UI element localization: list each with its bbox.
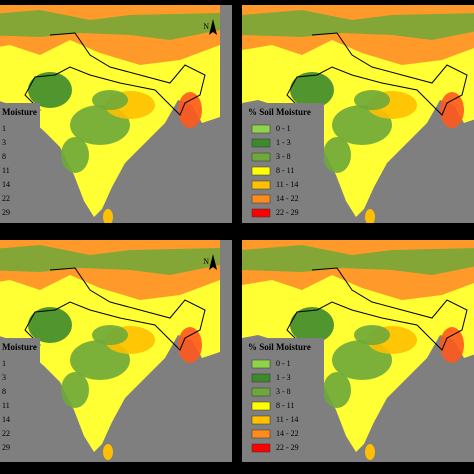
legend-label: 29 [2,208,10,217]
legend-title: % Soil Moisture [248,342,311,352]
moisture-patch [28,307,72,343]
legend-swatch [251,387,271,397]
legend-label: 1 [2,359,6,368]
legend-box [0,338,40,456]
wet-area [242,10,474,40]
legend-label: 11 [2,401,10,410]
legend-label: 11 [2,166,10,175]
legend-label: 8 [2,387,6,396]
moisture-patch [354,325,390,345]
legend-label: 14 - 22 [276,429,299,438]
legend-label: 22 [2,429,10,438]
map [0,5,220,223]
legend-swatch [251,373,271,383]
moisture-patch [61,372,89,408]
legend-label: 29 [2,443,10,452]
legend-swatch [251,429,271,439]
legend-label: 22 - 29 [276,443,299,452]
legend-swatch [251,194,271,204]
legend-swatch [251,166,271,176]
legend-label: 11 - 14 [276,180,298,189]
moisture-patch [323,137,351,173]
legend-label: 3 - 8 [276,387,291,396]
moisture-patch [354,90,390,110]
legend-title: % Soil Moisture [248,107,311,117]
legend-swatch [251,208,271,218]
legend-label: 3 [2,373,6,382]
north-label: N [203,257,209,266]
legend-label: 1 - 3 [276,373,291,382]
border [286,267,468,353]
legend-swatch [251,152,271,162]
moisture-patch [440,327,464,363]
wet-area [242,245,474,275]
legend-swatch [251,401,271,411]
legend-swatch [251,138,271,148]
moisture-patch [290,72,334,108]
legend-label: 1 [2,124,6,133]
north-arrow [209,254,217,270]
legend-label: 8 - 11 [276,166,294,175]
legend-label: 3 [2,138,6,147]
legend-label: 14 - 22 [276,194,299,203]
sri-lanka [365,444,375,460]
legend-label: 8 [2,152,6,161]
moisture-patch [178,92,202,128]
legend-label: 14 [2,180,10,189]
moisture-patch [92,325,128,345]
map-panel: Moisture 1 3 8 11 14 22 29 N [0,240,232,462]
legend-label: 0 - 1 [276,124,291,133]
moisture-patch [290,307,334,343]
legend-label: 8 - 11 [276,401,294,410]
map [242,5,474,223]
legend-swatch [251,124,271,134]
map [242,240,474,460]
border [286,32,468,118]
legend-label: 14 [2,415,10,424]
sri-lanka [365,209,375,223]
border [24,32,206,118]
legend-label: 11 - 14 [276,415,298,424]
legend-title: Moisture [2,107,37,117]
north-label: N [203,22,209,31]
north-arrow [209,19,217,35]
legend-swatch [251,359,271,369]
legend-box [246,103,324,221]
legend-swatch [251,443,271,453]
moisture-patch [323,372,351,408]
legend-swatch [251,415,271,425]
moisture-patch [61,137,89,173]
sri-lanka [103,444,113,460]
moisture-patch [178,327,202,363]
legend-title: Moisture [2,342,37,352]
legend-label: 3 - 8 [276,152,291,161]
sri-lanka [103,209,113,223]
border [24,267,206,353]
wet-area [0,10,220,40]
moisture-patch [440,92,464,128]
map-panel: % Soil Moisture 0 - 1 1 - 3 3 - 8 8 - 11 11 -… [242,5,474,223]
legend-box [0,103,40,221]
map-panel: % Soil Moisture 0 - 1 1 - 3 3 - 8 8 - 11 11 -… [242,240,474,462]
moisture-patch [28,72,72,108]
legend-label: 0 - 1 [276,359,291,368]
legend-label: 22 - 29 [276,208,299,217]
wet-area [0,245,220,275]
map [0,240,220,460]
legend-label: 1 - 3 [276,138,291,147]
legend-swatch [251,180,271,190]
legend-label: 22 [2,194,10,203]
legend-box [246,338,324,456]
map-panel: Moisture 1 3 8 11 14 22 29 N [0,5,232,223]
moisture-patch [92,90,128,110]
